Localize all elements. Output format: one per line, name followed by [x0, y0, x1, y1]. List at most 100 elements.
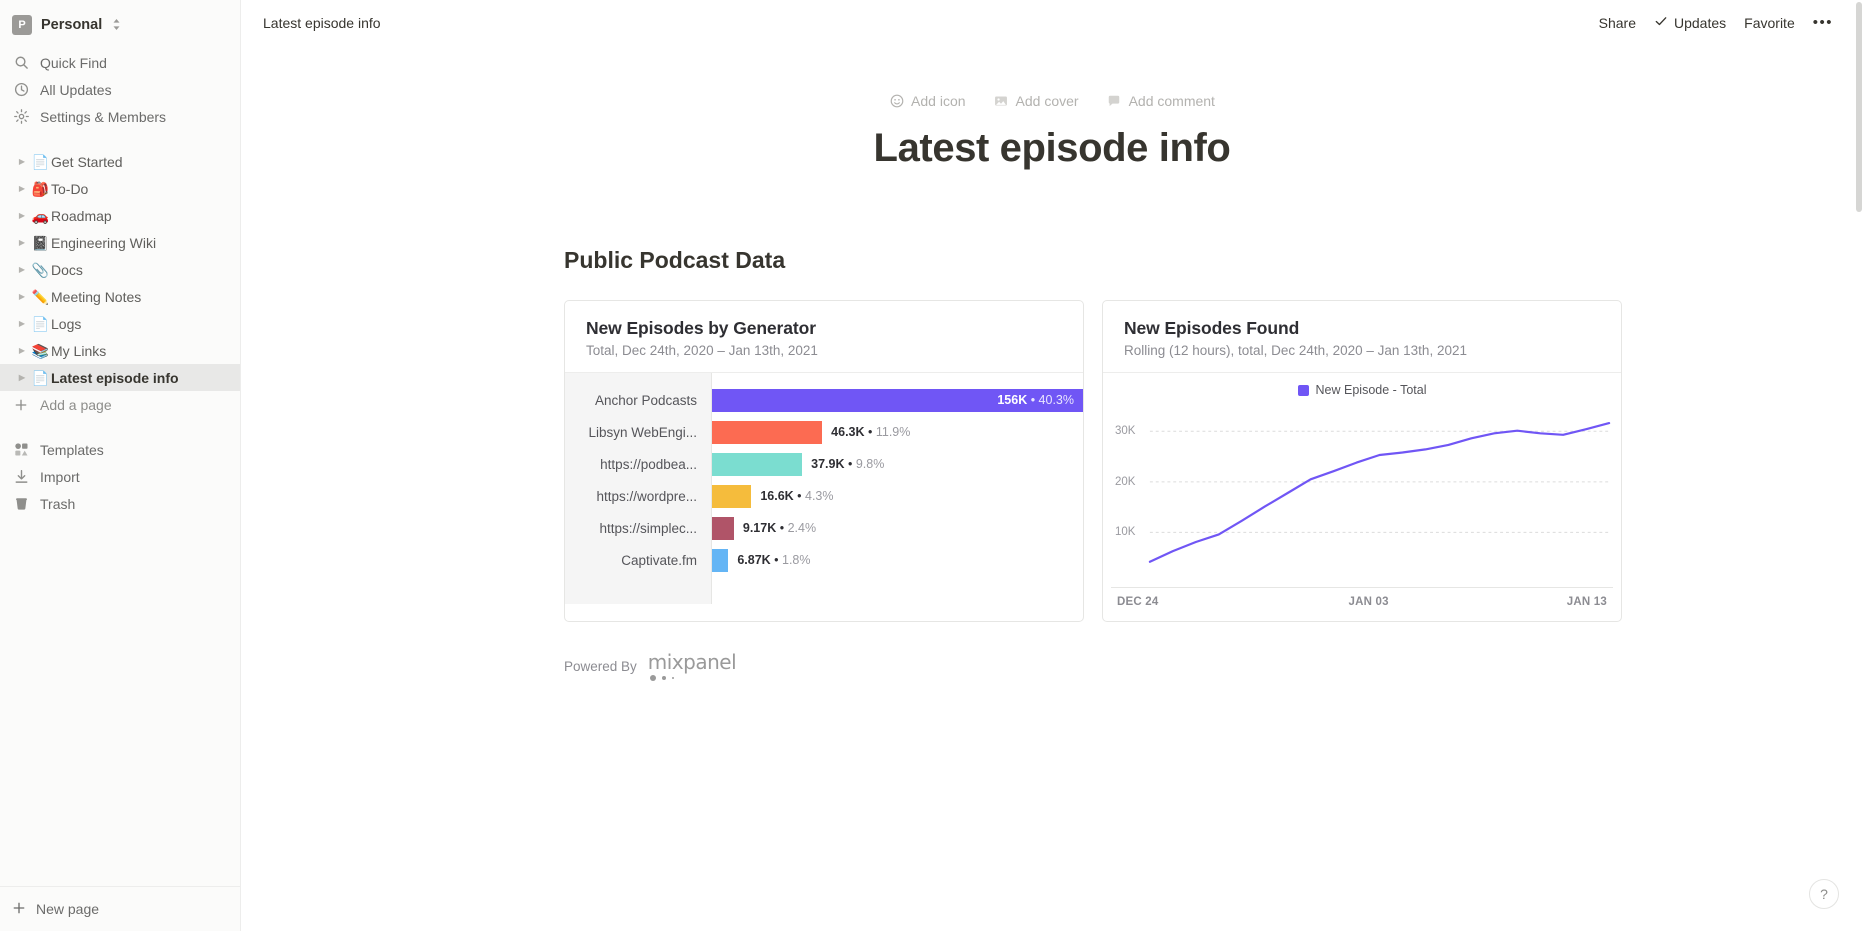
sidebar-page-get-started[interactable]: ▶ 📄 Get Started: [0, 148, 240, 175]
more-options-button[interactable]: •••: [1805, 9, 1841, 36]
bar-category-label: https://simplec...: [599, 520, 697, 536]
bar-value-label: 37.9K • 9.8%: [811, 457, 885, 471]
disclosure-triangle-icon[interactable]: ▶: [18, 157, 26, 166]
bar-row-label: https://wordpre...: [565, 480, 711, 512]
sidebar-page-label: Meeting Notes: [51, 288, 142, 305]
sidebar-page-meeting-notes[interactable]: ▶ ✏️ Meeting Notes: [0, 283, 240, 310]
add-comment-button[interactable]: Add comment: [1103, 90, 1219, 112]
sidebar-page-engineering-wiki[interactable]: ▶ 📓 Engineering Wiki: [0, 229, 240, 256]
bar-row[interactable]: 9.17K • 2.4%: [712, 512, 1083, 544]
bar-category-label: https://podbea...: [600, 456, 697, 472]
bar-segment[interactable]: 156K • 40.3%: [712, 388, 1083, 412]
favorite-label: Favorite: [1744, 14, 1795, 31]
bar-segment[interactable]: [712, 484, 752, 508]
sidebar-page-label: Get Started: [51, 153, 123, 170]
sidebar-page-logs[interactable]: ▶ 📄 Logs: [0, 310, 240, 337]
help-button[interactable]: ?: [1809, 879, 1839, 909]
sidebar-page-to-do[interactable]: ▶ 🎒 To-Do: [0, 175, 240, 202]
updates-button[interactable]: Updates: [1646, 9, 1734, 36]
bar-category-label: Anchor Podcasts: [594, 392, 697, 408]
new-page-button[interactable]: New page: [0, 886, 240, 931]
bar-row[interactable]: 37.9K • 9.8%: [712, 448, 1083, 480]
bar-category-label: https://wordpre...: [596, 488, 697, 504]
bar-segment[interactable]: [712, 548, 729, 572]
share-button[interactable]: Share: [1591, 10, 1644, 36]
add-a-page-label: Add a page: [40, 396, 112, 413]
sidebar-page-docs[interactable]: ▶ 📎 Docs: [0, 256, 240, 283]
sidebar-page-latest-episode-info[interactable]: ▶ 📄 Latest episode info: [0, 364, 240, 391]
smiley-icon: [889, 94, 904, 109]
sidebar-nav: Quick Find All Updates Settings & Member…: [0, 47, 240, 132]
add-a-page-button[interactable]: Add a page: [0, 391, 240, 418]
sidebar-page-label: Logs: [51, 315, 82, 332]
chart-title: New Episodes by Generator: [586, 318, 816, 338]
bar-row-label: Captivate.fm: [565, 544, 711, 576]
breadcrumb[interactable]: Latest episode info: [263, 14, 381, 31]
page-emoji-icon: 📚: [31, 342, 50, 359]
chart-card-header: New Episodes by Generator Total, Dec 24t…: [565, 301, 1083, 372]
question-mark-icon: ?: [1820, 886, 1828, 902]
y-tick-label: 20K: [1115, 475, 1136, 488]
bar-row[interactable]: 6.87K • 1.8%: [712, 544, 1083, 576]
updates-label: Updates: [1674, 14, 1727, 31]
sidebar-page-roadmap[interactable]: ▶ 🚗 Roadmap: [0, 202, 240, 229]
chart-card-new-episodes-found: New Episodes Found Rolling (12 hours), t…: [1102, 300, 1622, 622]
top-bar-actions: Share Updates Favorite •••: [1591, 9, 1841, 36]
sidebar-item-label: Import: [40, 468, 80, 485]
workspace-badge: P: [12, 14, 32, 35]
disclosure-triangle-icon[interactable]: ▶: [18, 211, 26, 220]
bar-segment[interactable]: [712, 452, 803, 476]
disclosure-triangle-icon[interactable]: ▶: [18, 238, 26, 247]
x-tick-label: JAN 13: [1566, 596, 1607, 608]
sidebar-item-import[interactable]: Import: [0, 463, 240, 490]
bar-value-label: 156K: [997, 393, 1028, 407]
page-body: Add icon Add cover Add comment: [241, 45, 1863, 681]
chart-subtitle: Rolling (12 hours), total, Dec 24th, 202…: [1124, 343, 1467, 358]
sidebar-item-settings-members[interactable]: Settings & Members: [0, 103, 240, 130]
bar-category-label: Libsyn WebEngi...: [588, 424, 697, 440]
workspace-switcher[interactable]: P Personal: [0, 2, 240, 47]
add-icon-button[interactable]: Add icon: [885, 90, 969, 112]
clock-icon: [12, 81, 30, 99]
sidebar-spacer: [0, 519, 240, 886]
bar-row[interactable]: 46.3K • 11.9%: [712, 416, 1083, 448]
bar-row-label: https://podbea...: [565, 448, 711, 480]
disclosure-triangle-icon[interactable]: ▶: [18, 346, 26, 355]
favorite-button[interactable]: Favorite: [1736, 10, 1803, 36]
chart-legend: New Episode - Total: [1103, 372, 1621, 399]
legend-color-swatch: [1297, 384, 1309, 396]
sidebar-item-label: Quick Find: [40, 54, 107, 71]
chevrons-up-down-icon: [112, 18, 121, 31]
add-comment-label: Add comment: [1128, 93, 1215, 109]
page-title[interactable]: Latest episode info: [873, 126, 1231, 170]
bar-segment[interactable]: [712, 516, 734, 540]
disclosure-triangle-icon[interactable]: ▶: [18, 265, 26, 274]
ellipsis-icon: •••: [1812, 14, 1833, 31]
disclosure-triangle-icon[interactable]: ▶: [18, 319, 26, 328]
chart-card-header: New Episodes Found Rolling (12 hours), t…: [1103, 301, 1621, 372]
sidebar-page-my-links[interactable]: ▶ 📚 My Links: [0, 337, 240, 364]
sidebar-page-label: Docs: [51, 261, 83, 278]
line-chart-x-axis: DEC 24 JAN 03 JAN 13: [1111, 587, 1613, 621]
disclosure-triangle-icon[interactable]: ▶: [18, 292, 26, 301]
bar-chart-category-labels: Anchor Podcasts Libsyn WebEngi... https://…: [565, 373, 712, 604]
bar-row[interactable]: 156K • 40.3%: [712, 384, 1083, 416]
disclosure-triangle-icon[interactable]: ▶: [18, 184, 26, 193]
sidebar-item-quick-find[interactable]: Quick Find: [0, 49, 240, 76]
sidebar-item-all-updates[interactable]: All Updates: [0, 76, 240, 103]
bar-row[interactable]: 16.6K • 4.3%: [712, 480, 1083, 512]
scrollbar-thumb[interactable]: [1856, 2, 1862, 212]
page-emoji-icon: 📎: [31, 261, 50, 278]
sidebar-item-templates[interactable]: Templates: [0, 436, 240, 463]
disclosure-triangle-icon[interactable]: ▶: [18, 373, 26, 382]
search-icon: [12, 54, 30, 72]
page-content: Public Podcast Data New Episodes by Gene…: [482, 247, 1622, 681]
line-chart-plot: 30K 20K 10K: [1111, 401, 1613, 587]
bar-segment[interactable]: [712, 420, 823, 444]
sidebar-item-trash[interactable]: Trash: [0, 490, 240, 517]
mixpanel-logo: mixpanel: [648, 652, 737, 681]
bar-chart-plot: 156K • 40.3% 46.3K • 11.9% 37.9K • 9.8% 16.…: [712, 373, 1083, 604]
check-icon: [1654, 14, 1668, 31]
page-scrollbar[interactable]: [1855, 0, 1863, 931]
add-cover-button[interactable]: Add cover: [990, 90, 1083, 112]
